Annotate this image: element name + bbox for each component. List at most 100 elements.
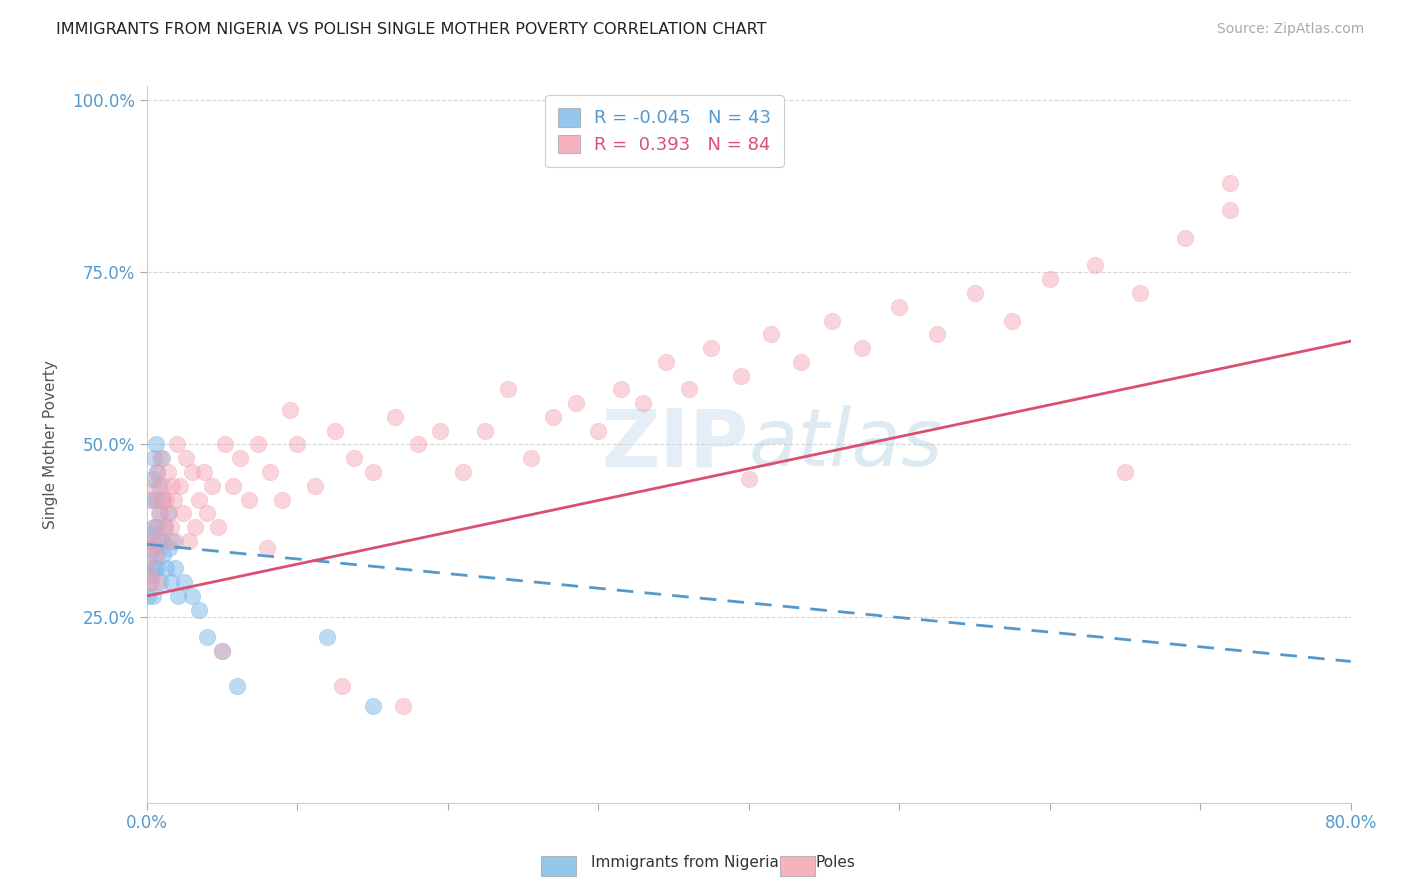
Point [655, 355, 678, 369]
Point [564, 396, 586, 410]
Point [162, 533, 184, 548]
Point [271, 492, 294, 507]
Point [141, 527, 163, 541]
Point [332, 679, 354, 693]
Text: IMMIGRANTS FROM NIGERIA VS POLISH SINGLE MOTHER POVERTY CORRELATION CHART: IMMIGRANTS FROM NIGERIA VS POLISH SINGLE… [56, 22, 766, 37]
Point [146, 465, 169, 479]
Point [156, 506, 179, 520]
Point [259, 465, 281, 479]
Point [247, 437, 270, 451]
Point [678, 383, 700, 397]
Point [143, 561, 166, 575]
Point [148, 533, 170, 548]
Point [143, 479, 166, 493]
Point [160, 575, 183, 590]
Point [153, 520, 176, 534]
Point [145, 492, 167, 507]
Point [1039, 272, 1062, 286]
Point [963, 285, 986, 300]
Point [160, 520, 183, 534]
Point [172, 506, 194, 520]
Point [188, 492, 211, 507]
Point [150, 451, 173, 466]
Text: atlas: atlas [749, 406, 943, 483]
Point [155, 492, 177, 507]
Point [221, 479, 243, 493]
Point [226, 679, 249, 693]
Point [141, 575, 163, 590]
Point [429, 424, 451, 438]
Point [145, 548, 167, 562]
Point [174, 451, 197, 466]
Point [163, 492, 186, 507]
Point [188, 603, 211, 617]
Point [177, 533, 200, 548]
Point [136, 589, 159, 603]
Point [149, 575, 172, 590]
Point [1219, 176, 1241, 190]
Point [278, 403, 301, 417]
Point [181, 465, 204, 479]
Point [316, 630, 339, 644]
Point [169, 479, 191, 493]
Point [148, 506, 170, 520]
Point [1174, 231, 1197, 245]
Point [451, 465, 474, 479]
Point [700, 341, 723, 355]
Point [157, 506, 180, 520]
Point [361, 465, 384, 479]
Point [143, 451, 166, 466]
Point [541, 409, 564, 424]
Point [139, 541, 162, 555]
Point [343, 451, 366, 466]
Point [162, 479, 184, 493]
Point [143, 520, 166, 534]
Point [136, 561, 159, 575]
Point [181, 589, 204, 603]
Point [238, 492, 260, 507]
Point [738, 472, 761, 486]
Point [152, 479, 174, 493]
Point [152, 548, 174, 562]
Point [156, 465, 179, 479]
Y-axis label: Single Mother Poverty: Single Mother Poverty [44, 360, 58, 529]
Point [142, 589, 165, 603]
Point [146, 465, 169, 479]
Text: ZIP: ZIP [602, 406, 749, 483]
Point [195, 630, 218, 644]
Point [146, 548, 169, 562]
Point [148, 479, 170, 493]
Point [229, 451, 252, 466]
Point [150, 533, 173, 548]
Point [304, 479, 326, 493]
Point [406, 437, 429, 451]
Point [1114, 465, 1136, 479]
Text: Source: ZipAtlas.com: Source: ZipAtlas.com [1216, 22, 1364, 37]
Point [256, 541, 278, 555]
Point [145, 575, 167, 590]
Point [211, 644, 233, 658]
Point [633, 396, 655, 410]
Point [141, 492, 163, 507]
Point [820, 313, 842, 327]
Point [146, 561, 169, 575]
Point [153, 520, 176, 534]
Point [200, 479, 222, 493]
Point [145, 437, 167, 451]
Point [149, 506, 172, 520]
Point [519, 451, 541, 466]
Point [361, 699, 384, 714]
Point [150, 533, 173, 548]
Point [496, 383, 519, 397]
Legend: R = -0.045   N = 43, R =  0.393   N = 84: R = -0.045 N = 43, R = 0.393 N = 84 [546, 95, 783, 167]
Point [214, 437, 236, 451]
Point [211, 644, 233, 658]
Point [142, 533, 165, 548]
Point [149, 451, 172, 466]
Point [851, 341, 873, 355]
Point [157, 541, 180, 555]
Point [165, 533, 187, 548]
Point [141, 568, 163, 582]
Point [152, 492, 174, 507]
Text: Poles: Poles [815, 855, 855, 870]
